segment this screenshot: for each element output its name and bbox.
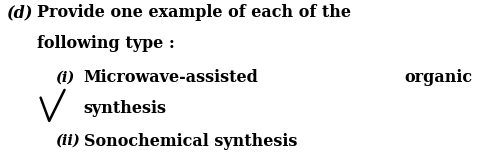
Text: Provide one example of each of the: Provide one example of each of the bbox=[37, 4, 351, 21]
Text: following type :: following type : bbox=[37, 35, 175, 52]
Text: synthesis: synthesis bbox=[84, 100, 167, 117]
Text: Sonochemical synthesis: Sonochemical synthesis bbox=[84, 133, 297, 150]
Text: (d): (d) bbox=[6, 4, 32, 21]
Text: (i): (i) bbox=[55, 71, 74, 84]
Text: Microwave-assisted: Microwave-assisted bbox=[84, 69, 259, 86]
Text: organic: organic bbox=[404, 69, 472, 86]
Text: (ii): (ii) bbox=[55, 134, 80, 148]
